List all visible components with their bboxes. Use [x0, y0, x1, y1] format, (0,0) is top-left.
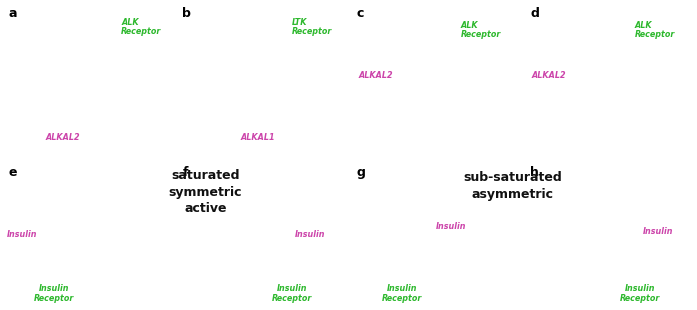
Text: h: h [530, 166, 539, 179]
Text: Insulin: Insulin [643, 227, 673, 236]
Text: Insulin: Insulin [296, 229, 325, 239]
Text: saturated
symmetric
active: saturated symmetric active [169, 169, 243, 215]
Text: Insulin
Receptor: Insulin Receptor [272, 284, 312, 303]
Text: sub-saturated
asymmetric: sub-saturated asymmetric [463, 171, 562, 201]
Text: ALKAL1: ALKAL1 [241, 132, 275, 141]
Text: ALK
Receptor: ALK Receptor [121, 18, 162, 36]
Text: g: g [356, 166, 365, 179]
Text: ALKAL2: ALKAL2 [45, 132, 79, 141]
Text: Insulin
Receptor: Insulin Receptor [620, 284, 660, 303]
Text: Insulin: Insulin [436, 222, 466, 231]
Text: ALKAL2: ALKAL2 [358, 71, 392, 81]
Text: e: e [8, 166, 17, 179]
Text: a: a [8, 7, 17, 20]
Text: ALK
Receptor: ALK Receptor [461, 20, 501, 39]
Text: Insulin
Receptor: Insulin Receptor [33, 284, 74, 303]
Text: ALK
Receptor: ALK Receptor [634, 20, 675, 39]
Text: d: d [530, 7, 539, 20]
Text: ALKAL2: ALKAL2 [532, 71, 567, 81]
Text: f: f [183, 166, 188, 179]
Text: c: c [356, 7, 364, 20]
Text: LTK
Receptor: LTK Receptor [292, 18, 332, 36]
Text: Insulin: Insulin [7, 229, 38, 239]
Text: b: b [183, 7, 191, 20]
Text: Insulin
Receptor: Insulin Receptor [381, 284, 422, 303]
